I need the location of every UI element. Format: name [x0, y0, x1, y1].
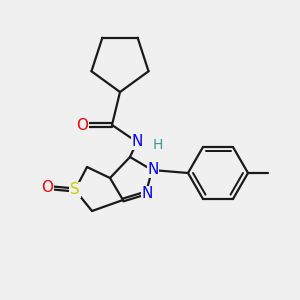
Text: N: N	[147, 163, 159, 178]
Text: H: H	[153, 138, 163, 152]
Text: O: O	[41, 181, 53, 196]
Text: N: N	[131, 134, 143, 149]
Text: S: S	[70, 182, 80, 197]
Text: N: N	[141, 187, 153, 202]
Text: O: O	[76, 118, 88, 133]
